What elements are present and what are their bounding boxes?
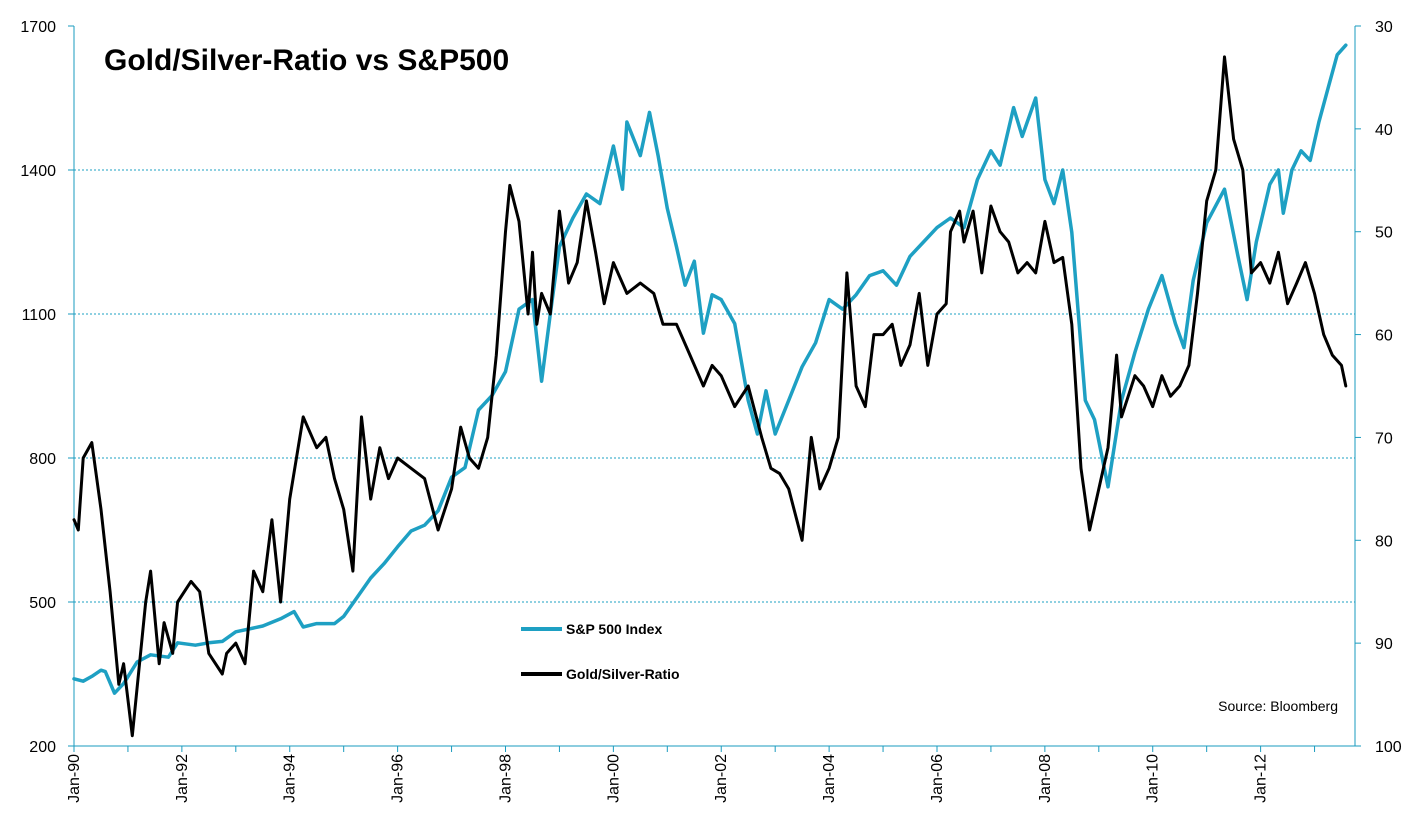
source-note: Source: Bloomberg [1218,698,1338,714]
gridlines [74,169,1355,603]
legend-label-sp500: S&P 500 Index [566,621,662,637]
series-line-gold-silver-ratio [72,55,1348,738]
series-lines [72,43,1348,738]
x-tick-label-Jan-12: Jan-12 [1253,754,1270,803]
right-tick-label-50: 50 [1375,225,1393,242]
x-tick-label-Jan-94: Jan-94 [282,754,299,803]
right-tick-label-30: 30 [1375,19,1393,36]
right-tick-label-70: 70 [1375,430,1393,447]
x-tick-label-Jan-92: Jan-92 [174,754,191,803]
x-tick-label-Jan-02: Jan-02 [713,754,730,803]
x-tick-label-Jan-06: Jan-06 [929,754,946,803]
left-tick-label-1400: 1400 [20,163,56,180]
x-tick-label-Jan-10: Jan-10 [1145,754,1162,803]
x-tick-label-Jan-96: Jan-96 [390,754,407,803]
left-tick-label-200: 200 [29,739,56,756]
chart-title: Gold/Silver-Ratio vs S&P500 [104,44,509,77]
x-tick-label-Jan-08: Jan-08 [1037,754,1054,803]
left-tick-label-1700: 1700 [20,19,56,36]
legend-label-ratio: Gold/Silver-Ratio [566,666,680,682]
right-tick-label-60: 60 [1375,328,1393,345]
right-tick-label-40: 40 [1375,122,1393,139]
x-tick-label-Jan-90: Jan-90 [66,754,83,803]
right-tick-label-90: 90 [1375,636,1393,653]
x-tick-label-Jan-04: Jan-04 [821,754,838,803]
x-tick-label-Jan-98: Jan-98 [497,754,514,803]
axes: 200 500 800 1100 1400 1700 30 40 50 60 70 80 90 100 Ja… [20,19,1401,803]
left-tick-label-1100: 1100 [22,307,57,324]
right-tick-label-80: 80 [1375,533,1393,550]
right-tick-label-100: 100 [1375,739,1402,756]
legend: S&P 500 Index Gold/Silver-Ratio [521,621,680,682]
left-tick-label-500: 500 [29,595,56,612]
series-line-sp500 [72,43,1348,695]
x-tick-label-Jan-00: Jan-00 [605,754,622,803]
left-tick-label-800: 800 [29,451,56,468]
